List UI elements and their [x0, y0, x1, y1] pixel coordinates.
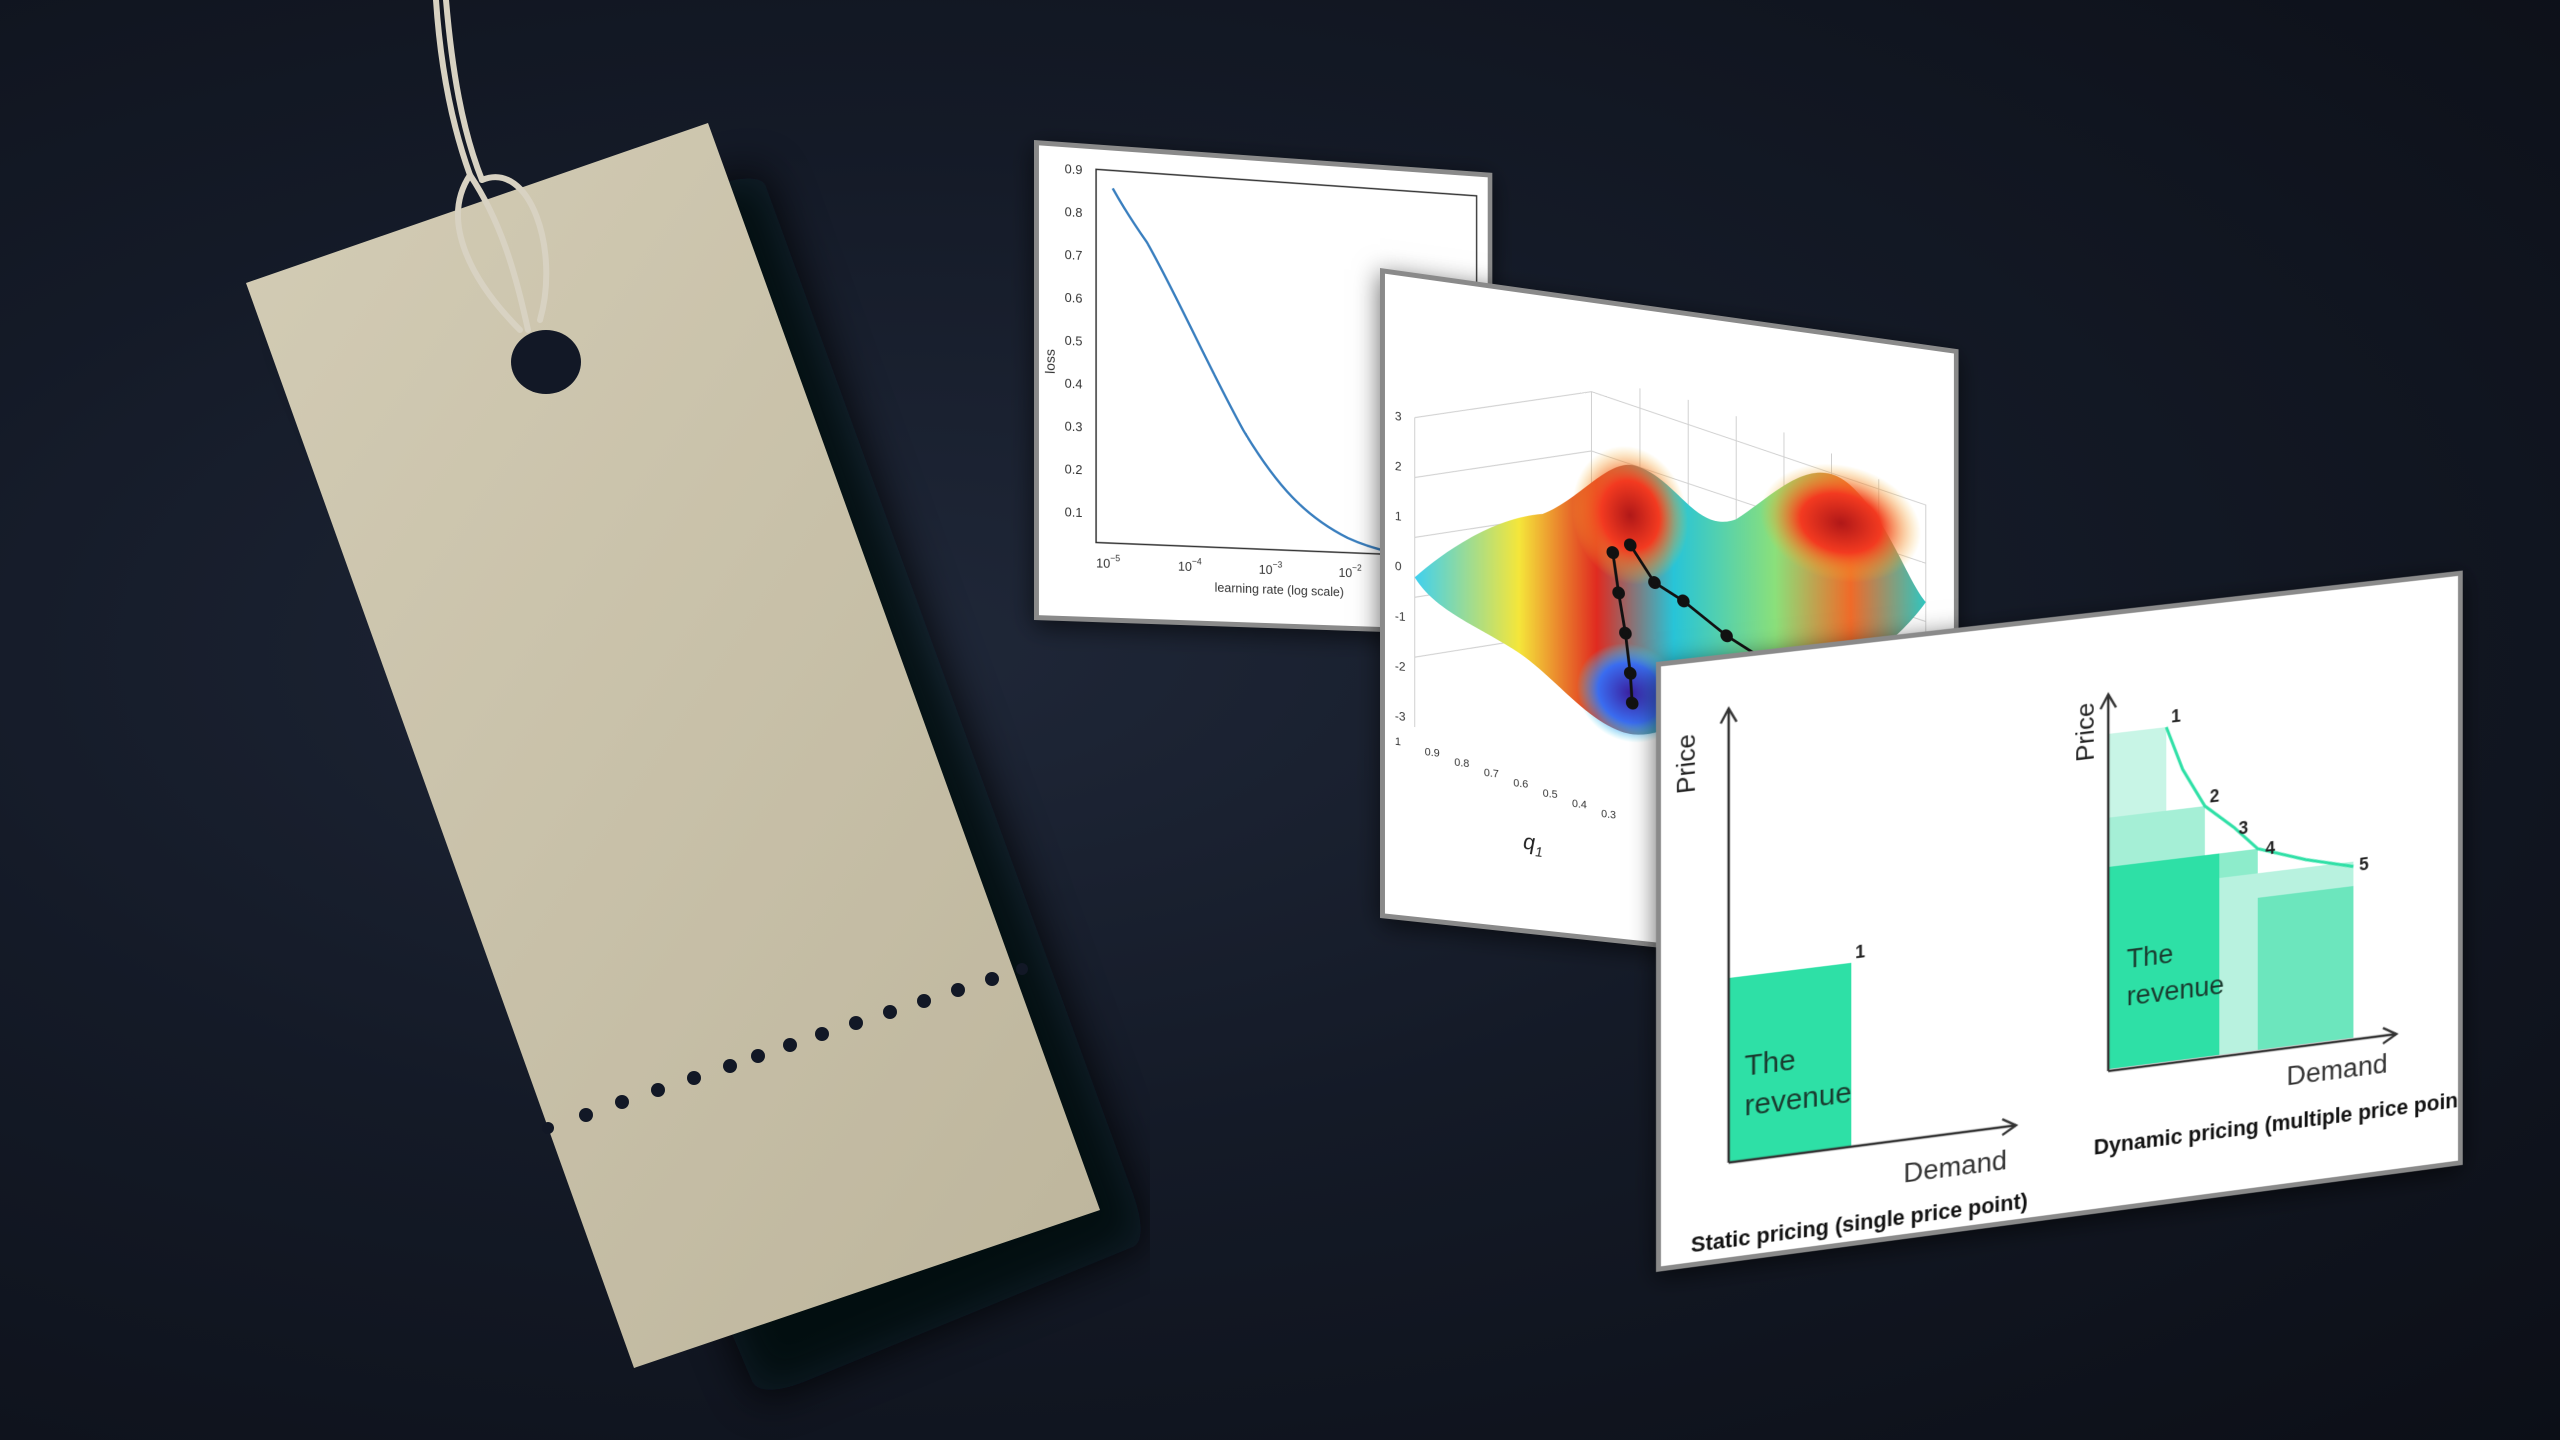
surface-z-tick: 2: [1395, 459, 1402, 474]
loss-y-tick: 0.9: [1065, 161, 1083, 177]
dynamic-x-label: Demand: [2287, 1048, 2388, 1091]
pricing-card: Price Demand The revenue 1 Static pricin…: [1656, 570, 2472, 1272]
loss-y-tick: 0.1: [1065, 504, 1083, 520]
surface-z-tick: 3: [1395, 409, 1402, 424]
loss-y-tick: 0.3: [1065, 418, 1083, 434]
static-box-label: The: [1745, 1043, 1796, 1082]
tag-hole: [511, 330, 581, 394]
loss-y-tick: 0.6: [1065, 290, 1083, 306]
static-revenue-box: [1728, 962, 1852, 1162]
loss-x-tick: 10−3: [1259, 559, 1283, 578]
loss-x-label: learning rate (log scale): [1215, 580, 1344, 600]
surface-z-tick: -3: [1395, 709, 1406, 724]
loss-y-label: loss: [1042, 349, 1058, 375]
dynamic-point-label: 3: [2239, 818, 2249, 839]
surface-x-tick: 0.8: [1454, 757, 1469, 771]
dynamic-step: [2257, 886, 2354, 1050]
surface-x-ticks: 1 0.9 0.8 0.7 0.6 0.5 0.4 0.3: [1395, 736, 1616, 822]
loss-y-tick: 0.2: [1065, 461, 1083, 477]
loss-chart: 0.90.80.70.60.50.40.30.20.1 loss 10−5 10…: [1042, 161, 1488, 600]
loss-x-tick: 10−5: [1096, 552, 1120, 571]
loss-x-tick: 10−4: [1178, 556, 1202, 575]
surface-z-tick: -2: [1395, 659, 1406, 674]
loss-x-ticks: 10−5 10−4 10−3 10−2: [1096, 552, 1362, 581]
loss-y-ticks: 0.9 0.8 0.7 0.6 0.5 0.4 0.3 0.2 0.1: [1065, 161, 1083, 520]
tag-string: [433, 0, 550, 333]
static-point-label: 1: [1855, 941, 1865, 962]
dynamic-point-label: 5: [2359, 854, 2369, 875]
surface-x-tick: 1: [1395, 736, 1401, 749]
pricing-diagram: Price Demand The revenue 1 Static pricin…: [1671, 576, 2472, 1257]
dynamic-point-label: 1: [2171, 706, 2181, 727]
surface-x-tick: 0.3: [1601, 808, 1616, 822]
loss-x-tick: 10−2: [1339, 562, 1362, 581]
static-y-label: Price: [1671, 733, 1701, 796]
surface-z-tick: 0: [1395, 559, 1402, 574]
surface-x-tick: 0.7: [1484, 767, 1499, 781]
loss-chart-card: 0.9 0.8 0.7 0.6 0.5 0.4 0.3 0.2 0.1 loss 10−5 10…: [1034, 140, 1493, 636]
surface-z-tick: 1: [1395, 509, 1402, 524]
static-x-label: Demand: [1903, 1144, 2007, 1188]
loss-y-tick: 0.8: [1065, 204, 1083, 220]
surface-x-tick: 0.9: [1425, 746, 1440, 760]
surface-z-ticks: 3 2 1 0 -1 -2 -3: [1395, 409, 1406, 724]
static-pricing: Price Demand The revenue 1 Static pricin…: [1671, 674, 2028, 1257]
surface-z-tick: -1: [1395, 609, 1406, 624]
tag-body: [246, 123, 1100, 1368]
dynamic-pricing: Price Demand The revenue 1 2 3 4 5 Dynam…: [2070, 652, 2472, 1160]
static-caption: Static pricing (single price point): [1691, 1188, 2028, 1257]
dynamic-box-label: The: [2127, 938, 2174, 974]
dynamic-revenue-box: [2108, 853, 2220, 1070]
loss-y-tick: 0.4: [1065, 376, 1083, 392]
dynamic-caption: Dynamic pricing (multiple price point): [2094, 1086, 2458, 1160]
loss-y-tick: 0.7: [1065, 247, 1083, 263]
loss-y-tick: 0.5: [1065, 333, 1083, 349]
surface-x-label: q1: [1523, 829, 1543, 860]
price-tag: [246, 0, 1150, 1400]
dynamic-point-label: 2: [2210, 786, 2220, 807]
surface-x-tick: 0.5: [1543, 788, 1558, 802]
dynamic-y-label: Price: [2070, 701, 2099, 763]
surface-x-tick: 0.6: [1513, 777, 1528, 791]
dynamic-point-label: 4: [2265, 838, 2275, 859]
tag-perforation: [542, 963, 1028, 1134]
surface-x-tick: 0.4: [1572, 798, 1587, 812]
